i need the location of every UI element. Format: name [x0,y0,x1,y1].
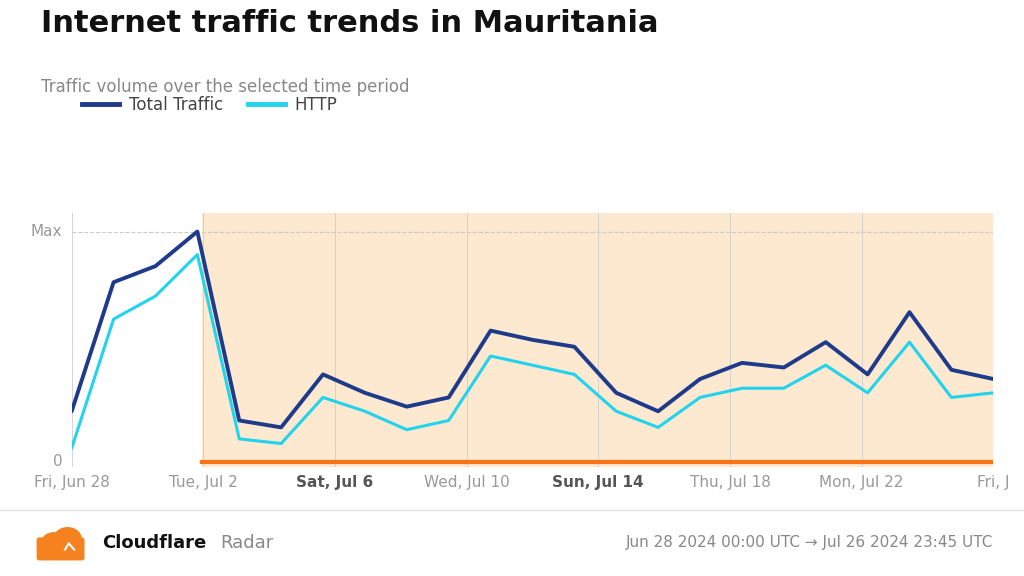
Text: 0: 0 [53,454,62,469]
Text: Max: Max [31,224,62,239]
Circle shape [42,533,65,551]
Text: Jun 28 2024 00:00 UTC → Jul 26 2024 23:45 UTC: Jun 28 2024 00:00 UTC → Jul 26 2024 23:4… [626,535,993,550]
Bar [202,213,993,467]
Text: Internet traffic trends in Mauritania: Internet traffic trends in Mauritania [41,9,658,37]
Legend: Total Traffic, HTTP: Total Traffic, HTTP [76,90,344,121]
Text: Cloudflare: Cloudflare [102,533,207,552]
Text: Radar: Radar [220,533,273,552]
Circle shape [54,528,81,550]
Text: Traffic volume over the selected time period: Traffic volume over the selected time pe… [41,78,410,96]
FancyBboxPatch shape [37,537,84,560]
